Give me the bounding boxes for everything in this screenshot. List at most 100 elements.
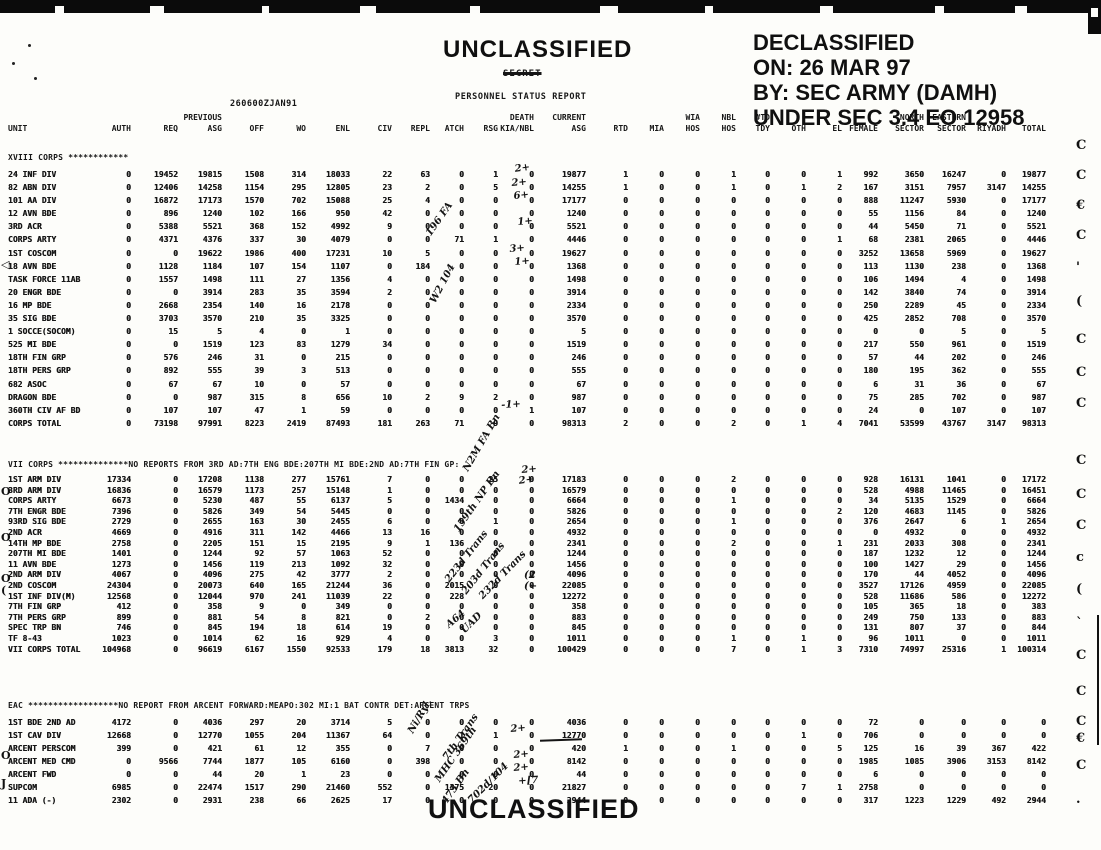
- value-cell: 17: [382, 796, 392, 805]
- value-cell: 0: [837, 559, 842, 569]
- value-cell: 1: [345, 327, 350, 337]
- value-cell: 0: [529, 591, 534, 601]
- value-cell: 11465: [941, 485, 966, 495]
- value-cell: 0: [695, 366, 700, 376]
- value-cell: 0: [425, 549, 430, 559]
- value-cell: 4959: [946, 580, 966, 590]
- value-cell: 0: [493, 327, 498, 337]
- value-cell: 16579: [561, 485, 586, 495]
- value-cell: 0: [529, 170, 534, 179]
- value-cell: 0: [173, 496, 178, 506]
- handwritten-annotation: (+: [524, 581, 538, 592]
- value-cell: 5826: [202, 506, 222, 516]
- value-cell: 0: [731, 300, 736, 310]
- value-cell: 0: [765, 796, 770, 805]
- value-cell: 0: [459, 633, 464, 643]
- value-cell: 0: [919, 327, 924, 337]
- value-cell: 0: [459, 517, 464, 527]
- value-cell: 19877: [1021, 170, 1046, 179]
- value-cell: 0: [659, 506, 664, 516]
- scan-edge-line: [1097, 615, 1099, 745]
- value-cell: 0: [659, 248, 664, 258]
- value-cell: 422: [1031, 744, 1046, 753]
- value-cell: 4052: [946, 570, 966, 580]
- value-cell: 2205: [202, 538, 222, 548]
- value-cell: 0: [695, 570, 700, 580]
- value-cell: 314: [291, 170, 306, 179]
- value-cell: 1: [731, 744, 736, 753]
- value-cell: 97991: [197, 418, 222, 428]
- column-header: RSG: [483, 124, 498, 133]
- value-cell: 0: [731, 623, 736, 633]
- value-cell: 358: [207, 602, 222, 612]
- value-cell: 6167: [244, 644, 264, 654]
- value-cell: 821: [335, 612, 350, 622]
- value-cell: 308: [951, 538, 966, 548]
- value-cell: 1130: [904, 261, 924, 271]
- value-cell: 133: [951, 612, 966, 622]
- value-cell: 4446: [1026, 235, 1046, 245]
- value-cell: 2: [731, 475, 736, 484]
- value-cell: 0: [529, 744, 534, 753]
- value-cell: 25: [488, 475, 498, 484]
- unit-cell: CORPS TOTAL: [8, 418, 61, 428]
- value-cell: 0: [623, 287, 628, 297]
- value-cell: 0: [623, 261, 628, 271]
- value-cell: 17334: [106, 475, 131, 484]
- value-cell: 0: [529, 602, 534, 612]
- value-cell: 5: [217, 327, 222, 337]
- value-cell: 1055: [244, 731, 264, 740]
- value-cell: 0: [731, 340, 736, 350]
- value-cell: 0: [961, 718, 966, 727]
- value-cell: 0: [1001, 570, 1006, 580]
- value-cell: 17208: [197, 475, 222, 484]
- value-cell: 1: [837, 235, 842, 245]
- value-cell: 1240: [566, 209, 586, 219]
- value-cell: 0: [126, 405, 131, 415]
- value-cell: 0: [801, 485, 806, 495]
- value-cell: 0: [623, 796, 628, 805]
- value-cell: 125: [863, 744, 878, 753]
- value-cell: 71: [454, 235, 464, 245]
- value-cell: 66: [296, 796, 306, 805]
- value-cell: 0: [459, 340, 464, 350]
- table-row: 360TH CIV AF BD 0 107 107 47 1 59 0 0 0 0 1 107 0 0 0 0 0…: [8, 404, 1046, 417]
- value-cell: 0: [801, 796, 806, 805]
- value-cell: 4932: [904, 527, 924, 537]
- value-cell: 31: [254, 353, 264, 363]
- value-cell: 0: [837, 718, 842, 727]
- value-cell: 163: [249, 517, 264, 527]
- value-cell: 0: [1001, 379, 1006, 389]
- value-cell: 105: [863, 602, 878, 612]
- unit-cell: 7TH FIN GRP: [8, 602, 61, 612]
- value-cell: 0: [765, 517, 770, 527]
- value-cell: 167: [863, 183, 878, 193]
- value-cell: 107: [1031, 405, 1046, 415]
- value-cell: 0: [765, 235, 770, 245]
- value-cell: 154: [291, 261, 306, 271]
- value-cell: 11247: [899, 196, 924, 206]
- value-cell: 246: [1031, 353, 1046, 363]
- value-cell: 73198: [153, 418, 178, 428]
- value-cell: 0: [529, 379, 534, 389]
- value-cell: 0: [659, 744, 664, 753]
- value-cell: 6673: [111, 496, 131, 506]
- value-cell: 4067: [111, 570, 131, 580]
- value-cell: 0: [1001, 170, 1006, 179]
- unit-cell: 11 AVN BDE: [8, 559, 57, 569]
- value-cell: 0: [623, 506, 628, 516]
- right-margin-mark: `: [1076, 616, 1083, 631]
- value-cell: 487: [249, 496, 264, 506]
- unit-cell: 1ST ARM DIV: [8, 475, 61, 484]
- value-cell: 0: [659, 366, 664, 376]
- unit-cell: 207TH MI BDE: [8, 549, 66, 559]
- value-cell: 0: [126, 209, 131, 219]
- column-header: MIA: [649, 124, 664, 133]
- value-cell: 0: [529, 496, 534, 506]
- value-cell: 0: [765, 248, 770, 258]
- value-cell: 0: [387, 327, 392, 337]
- value-cell: 0: [765, 633, 770, 643]
- value-cell: 63: [420, 170, 430, 179]
- value-cell: 702: [291, 196, 306, 206]
